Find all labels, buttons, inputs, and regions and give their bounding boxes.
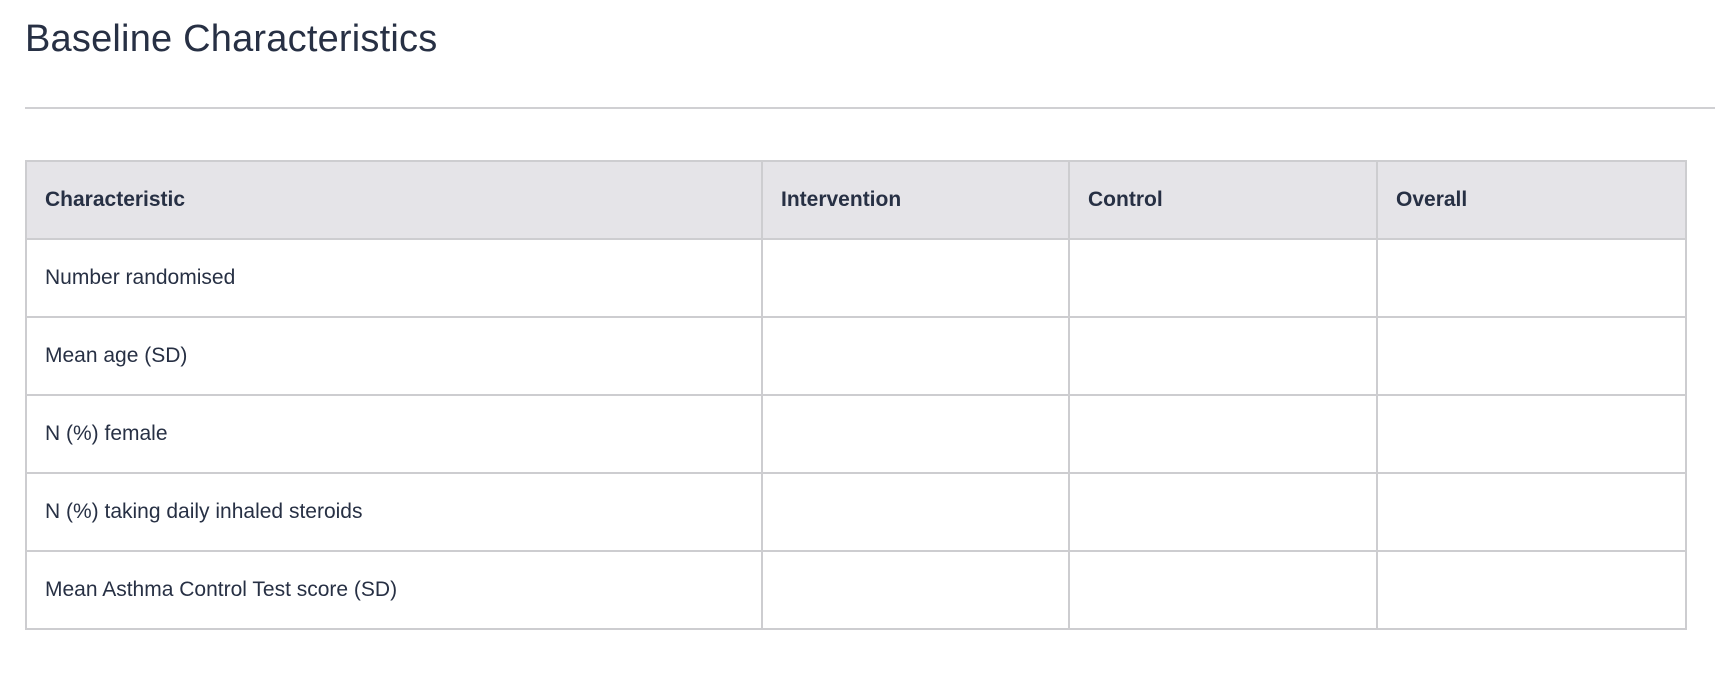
cell-overall[interactable] [1376, 238, 1687, 318]
table-row: Mean age (SD) [25, 316, 1687, 396]
page-title: Baseline Characteristics [25, 18, 438, 60]
cell-characteristic: N (%) female [25, 394, 763, 474]
table-row: Mean Asthma Control Test score (SD) [25, 550, 1687, 630]
cell-characteristic: Number randomised [25, 238, 763, 318]
header-control: Control [1068, 160, 1378, 240]
cell-control[interactable] [1068, 550, 1378, 630]
table-header-row: Characteristic Intervention Control Over… [25, 160, 1687, 240]
cell-intervention[interactable] [761, 316, 1070, 396]
divider [25, 107, 1715, 109]
table-row: N (%) taking daily inhaled steroids [25, 472, 1687, 552]
header-characteristic: Characteristic [25, 160, 763, 240]
cell-control[interactable] [1068, 394, 1378, 474]
cell-control[interactable] [1068, 316, 1378, 396]
cell-overall[interactable] [1376, 316, 1687, 396]
table-row: Number randomised [25, 238, 1687, 318]
cell-overall[interactable] [1376, 472, 1687, 552]
cell-intervention[interactable] [761, 238, 1070, 318]
cell-control[interactable] [1068, 238, 1378, 318]
cell-overall[interactable] [1376, 550, 1687, 630]
table-row: N (%) female [25, 394, 1687, 474]
cell-intervention[interactable] [761, 394, 1070, 474]
cell-intervention[interactable] [761, 550, 1070, 630]
cell-characteristic: Mean age (SD) [25, 316, 763, 396]
cell-control[interactable] [1068, 472, 1378, 552]
baseline-characteristics-table: Characteristic Intervention Control Over… [25, 160, 1687, 630]
cell-characteristic: Mean Asthma Control Test score (SD) [25, 550, 763, 630]
header-intervention: Intervention [761, 160, 1070, 240]
header-overall: Overall [1376, 160, 1687, 240]
cell-overall[interactable] [1376, 394, 1687, 474]
cell-characteristic: N (%) taking daily inhaled steroids [25, 472, 763, 552]
cell-intervention[interactable] [761, 472, 1070, 552]
